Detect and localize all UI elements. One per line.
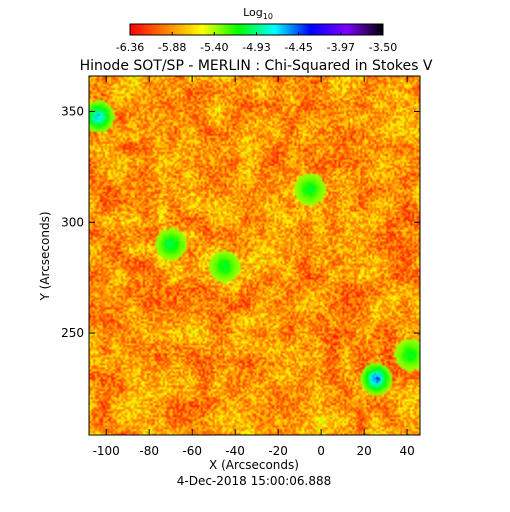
- x-tick-label: -60: [182, 444, 202, 458]
- y-axis-label: Y (Arcseconds): [38, 211, 52, 301]
- y-tick-label: 350: [61, 104, 84, 118]
- colorbar: Log10 -6.36 -5.88 -5.40 -4.93 -4.45 -3.97 -3.5…: [116, 6, 397, 54]
- x-tick-label: -40: [225, 444, 245, 458]
- plot-frame: [88, 75, 421, 436]
- colorbar-tick-label: -3.50: [369, 41, 397, 54]
- heatmap-image: [89, 76, 420, 435]
- y-tick-label: 300: [61, 215, 84, 229]
- y-axis: 250 300 350: [61, 104, 420, 340]
- colorbar-tick-label: -3.97: [327, 41, 355, 54]
- colorbar-tick-label: -4.45: [284, 41, 312, 54]
- observation-date: 4-Dec-2018 15:00:06.888: [177, 474, 331, 488]
- y-tick-label: 250: [61, 326, 84, 340]
- x-tick-label: -20: [268, 444, 288, 458]
- colorbar-title: Log10: [243, 6, 273, 21]
- x-tick-label: 20: [356, 444, 371, 458]
- x-axis: -100 -80 -60 -40 -20 0 20 40: [93, 76, 415, 458]
- colorbar-tick-label: -6.36: [116, 41, 144, 54]
- x-tick-label: -80: [139, 444, 159, 458]
- colorbar-tick-label: -5.88: [158, 41, 186, 54]
- colorbar-tick-label: -4.93: [242, 41, 270, 54]
- x-axis-label: X (Arcseconds): [209, 458, 299, 472]
- colorbar-ticks: -6.36 -5.88 -5.40 -4.93 -4.45 -3.97 -3.50: [116, 32, 397, 54]
- colorbar-tick-label: -5.40: [200, 41, 228, 54]
- x-tick-label: -100: [93, 444, 120, 458]
- x-tick-label: 0: [317, 444, 325, 458]
- x-tick-label: 40: [399, 444, 414, 458]
- chart-title: Hinode SOT/SP - MERLIN : Chi-Squared in …: [80, 58, 433, 74]
- heatmap-plot: [89, 76, 420, 435]
